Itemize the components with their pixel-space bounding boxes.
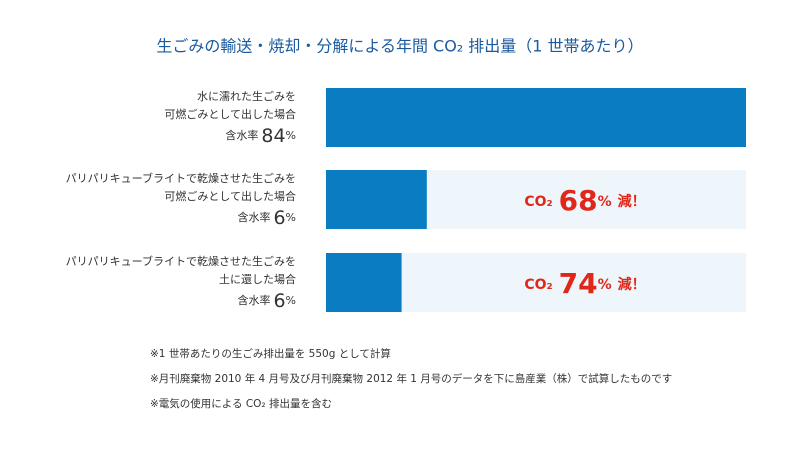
reduction-value: 68	[559, 184, 598, 217]
moisture-label: 含水率 84%	[225, 125, 296, 147]
category-label: 土に還した場合	[219, 272, 296, 286]
moisture-unit: %	[286, 211, 296, 224]
reduction-suffix: 減！	[618, 193, 646, 210]
reduction-suffix: 減！	[618, 276, 646, 293]
moisture-prefix: 含水率	[237, 210, 270, 224]
bar	[326, 88, 746, 147]
moisture-unit: %	[286, 129, 296, 142]
moisture-label: 含水率 6%	[237, 290, 296, 312]
reduction-label: CO₂ 68% 減！	[524, 184, 645, 217]
reduction-prefix: CO₂	[524, 194, 552, 210]
category-label: パリパリキューブライトで乾燥させた生ごみを	[66, 171, 296, 185]
moisture-unit: %	[286, 294, 296, 307]
reduction-unit: %	[598, 194, 612, 210]
moisture-value: 6	[273, 207, 285, 229]
reduction-value: 74	[559, 267, 598, 300]
category-label: 水に濡れた生ごみを	[197, 89, 296, 103]
chart-title: 生ごみの輸送・焼却・分解による年間 CO₂ 排出量（1 世帯あたり）	[156, 37, 643, 56]
moisture-value: 84	[261, 125, 285, 147]
bar	[326, 170, 427, 229]
footnote: ※月刊廃棄物 2010 年 4 月号及び月刊廃棄物 2012 年 1 月号のデー…	[150, 372, 672, 385]
moisture-value: 6	[273, 290, 285, 312]
category-label: パリパリキューブライトで乾燥させた生ごみを	[66, 254, 296, 268]
bar	[326, 253, 402, 312]
reduction-label: CO₂ 74% 減！	[524, 267, 645, 300]
footnote: ※1 世帯あたりの生ごみ排出量を 550g として計算	[150, 347, 391, 360]
reduction-prefix: CO₂	[524, 277, 552, 293]
reduction-unit: %	[598, 277, 612, 293]
moisture-prefix: 含水率	[225, 128, 258, 142]
category-label: 可燃ごみとして出した場合	[164, 189, 296, 203]
category-label: 可燃ごみとして出した場合	[164, 107, 296, 121]
moisture-label: 含水率 6%	[237, 207, 296, 229]
footnote: ※電気の使用による CO₂ 排出量を含む	[150, 397, 332, 410]
moisture-prefix: 含水率	[237, 293, 270, 307]
